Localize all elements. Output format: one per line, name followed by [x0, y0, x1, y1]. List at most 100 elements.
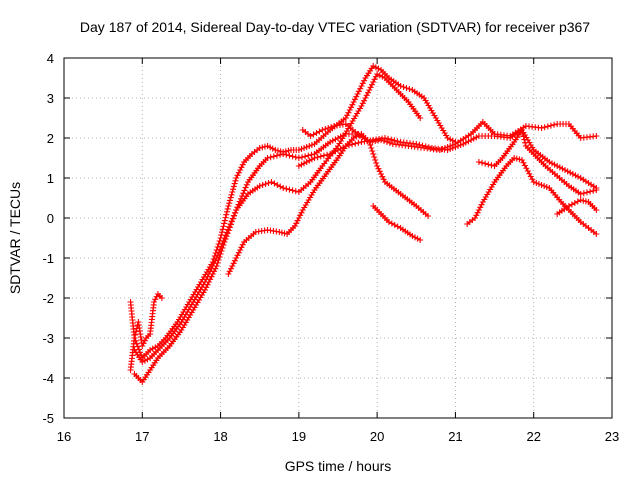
data-point-marker — [577, 191, 584, 197]
data-point-marker — [324, 151, 331, 158]
data-point-marker — [409, 233, 416, 239]
data-point-marker — [271, 180, 278, 187]
data-point-marker — [153, 293, 160, 300]
data-point-marker — [238, 164, 245, 171]
data-point-marker — [372, 64, 379, 71]
data-point-marker — [422, 143, 429, 150]
data-point-marker — [520, 159, 527, 166]
data-point-marker — [391, 222, 398, 228]
data-point-marker — [419, 142, 426, 149]
data-point-marker — [370, 63, 377, 69]
data-point-marker — [152, 296, 159, 303]
plot-frame — [63, 57, 613, 419]
data-point-marker — [473, 212, 480, 219]
data-point-marker — [380, 176, 387, 183]
data-point-marker — [371, 154, 378, 160]
data-point-marker — [241, 187, 248, 194]
data-point-marker — [133, 328, 140, 335]
data-point-marker — [538, 182, 545, 188]
data-point-marker — [147, 347, 154, 353]
data-point-marker — [228, 191, 235, 198]
data-point-marker — [213, 255, 220, 261]
data-point-marker — [342, 143, 349, 149]
data-point-marker — [203, 276, 210, 283]
data-point-marker — [444, 135, 451, 141]
data-point-marker — [285, 147, 292, 154]
data-point-marker — [349, 141, 356, 148]
data-point-marker — [289, 187, 296, 194]
data-point-marker — [370, 79, 377, 85]
data-point-marker — [353, 93, 360, 100]
data-point-marker — [385, 135, 392, 142]
data-point-marker — [452, 144, 459, 150]
data-point-marker — [313, 130, 320, 136]
series-track-1 — [127, 63, 459, 361]
data-point-marker — [372, 73, 379, 80]
data-point-marker — [548, 160, 555, 167]
data-point-marker — [329, 149, 336, 156]
data-point-marker — [569, 171, 576, 177]
y-tick-label: -1 — [42, 251, 54, 266]
data-point-marker — [513, 155, 520, 162]
series-track-3 — [131, 71, 424, 365]
data-point-marker — [306, 143, 313, 149]
data-point-marker — [232, 177, 239, 184]
data-point-marker — [580, 197, 587, 204]
data-point-marker — [269, 145, 276, 152]
data-point-marker — [358, 103, 365, 109]
data-point-marker — [411, 234, 418, 241]
data-point-marker — [230, 212, 237, 219]
data-point-marker — [355, 139, 362, 146]
data-point-marker — [259, 144, 266, 151]
data-point-marker — [274, 182, 281, 188]
data-point-marker — [226, 223, 233, 230]
data-point-marker — [587, 188, 594, 195]
series-trace — [372, 205, 421, 241]
data-point-marker — [352, 140, 359, 147]
data-point-marker — [265, 180, 272, 186]
data-point-marker — [229, 215, 236, 222]
data-point-marker — [353, 133, 360, 140]
data-point-marker — [388, 136, 395, 143]
data-point-marker — [340, 144, 347, 151]
data-point-marker — [582, 198, 589, 205]
data-point-marker — [237, 167, 244, 173]
x-tick-label: 18 — [213, 429, 227, 444]
data-point-marker — [359, 80, 366, 87]
data-point-marker — [314, 154, 321, 161]
data-point-marker — [218, 243, 225, 250]
data-point-marker — [219, 240, 226, 247]
data-point-marker — [207, 268, 214, 275]
data-point-marker — [365, 89, 372, 96]
data-point-marker — [328, 124, 335, 130]
data-point-marker — [214, 252, 221, 259]
data-point-marker — [281, 230, 288, 237]
data-point-marker — [344, 112, 351, 119]
data-point-marker — [230, 186, 237, 193]
data-point-marker — [375, 165, 382, 172]
y-tick-label: 0 — [47, 211, 54, 226]
data-point-marker — [376, 168, 383, 175]
x-tick-label: 21 — [448, 429, 462, 444]
data-point-marker — [378, 171, 385, 177]
data-point-marker — [348, 104, 355, 111]
data-point-marker — [544, 123, 551, 130]
data-point-marker — [305, 152, 312, 159]
data-point-marker — [280, 151, 287, 157]
data-point-marker — [294, 217, 301, 224]
data-point-marker — [337, 145, 344, 152]
y-axis-label: SDTVAR / TECUs — [7, 182, 23, 294]
data-point-marker — [139, 359, 146, 365]
data-point-marker — [270, 153, 277, 160]
data-point-marker — [362, 95, 369, 101]
data-point-marker — [221, 220, 228, 227]
data-point-marker — [361, 77, 368, 84]
data-point-marker — [151, 299, 158, 305]
x-tick-label: 22 — [526, 429, 540, 444]
data-point-marker — [567, 169, 574, 176]
grid-lines — [64, 58, 612, 418]
data-point-marker — [131, 335, 138, 341]
data-point-marker — [303, 144, 310, 150]
data-point-marker — [264, 143, 271, 149]
data-point-marker — [533, 180, 540, 186]
